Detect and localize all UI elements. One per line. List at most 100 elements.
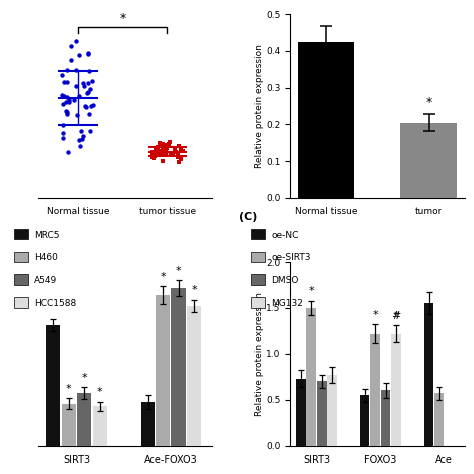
Point [162,141,170,149]
Text: *: * [425,96,432,109]
Text: *: * [97,387,102,398]
Point [80,132,87,140]
Point [90,101,97,109]
Point [150,154,157,162]
Point [177,154,184,162]
Point [177,146,185,154]
Point [76,143,83,150]
Text: *: * [309,286,314,296]
Point [159,157,166,165]
Bar [298,42,355,198]
Text: *: * [191,285,197,295]
Point [64,108,71,116]
Point [70,96,77,104]
Point [169,150,177,157]
Text: *: * [372,310,378,320]
Text: *: * [393,311,399,321]
Point [152,147,159,155]
Point [156,140,164,148]
Point [82,103,90,111]
Bar [424,303,433,446]
Point [171,146,179,154]
Point [75,136,82,144]
Point [162,146,170,153]
Point [159,151,167,159]
Text: HCC1588: HCC1588 [34,299,76,308]
Point [76,92,83,100]
Bar [391,334,401,446]
Bar [307,308,316,446]
Point [85,67,92,75]
Point [64,148,72,155]
Bar [317,381,327,446]
Point [175,142,183,150]
Text: H460: H460 [34,254,58,263]
Text: oe-NC: oe-NC [271,231,299,240]
Point [65,98,73,106]
Bar [360,395,370,446]
Bar [46,325,61,446]
Text: DMSO: DMSO [271,276,299,285]
Bar [141,402,155,446]
Point [67,56,75,64]
Point [164,141,172,148]
Point [85,51,92,58]
Text: MRC5: MRC5 [34,231,60,240]
Text: (C): (C) [239,212,258,222]
Point [154,149,161,156]
Text: *: * [82,373,87,383]
Point [67,42,74,50]
Text: *: * [176,266,182,276]
Point [173,148,180,156]
Point [164,145,171,152]
Bar [381,391,391,446]
Bar [156,295,170,446]
Bar [328,375,337,446]
Text: *: * [66,384,72,394]
Bar [370,334,380,446]
Point [180,147,187,155]
Point [158,151,166,158]
Point [58,91,66,99]
Point [75,52,83,59]
Point [72,82,79,90]
Point [85,110,93,118]
Point [64,93,71,100]
Point [167,150,175,157]
Point [81,82,88,90]
Point [86,128,94,135]
Point [73,66,80,74]
Point [158,149,165,157]
Y-axis label: Relative protein expression: Relative protein expression [255,44,264,168]
Text: MG132: MG132 [271,299,303,308]
Point [88,102,95,109]
Point [175,158,183,165]
Point [59,129,67,137]
Point [160,145,167,152]
Text: *: * [119,12,126,26]
Bar [401,122,456,198]
Point [84,49,92,56]
Point [155,147,163,155]
Point [73,111,81,119]
Bar [92,406,107,446]
Point [154,144,162,151]
Point [155,150,163,157]
Point [82,102,89,110]
Point [84,88,91,96]
Point [63,107,70,115]
Point [151,149,158,157]
Point [148,148,156,156]
Point [174,153,182,160]
Point [64,78,71,86]
Point [89,77,96,85]
Point [60,78,68,86]
Text: oe-SIRT3: oe-SIRT3 [271,254,310,263]
Point [78,135,85,143]
Point [84,79,92,86]
Point [83,89,91,97]
Bar [172,288,186,446]
Point [64,66,71,73]
Bar [77,393,91,446]
Point [72,37,80,45]
